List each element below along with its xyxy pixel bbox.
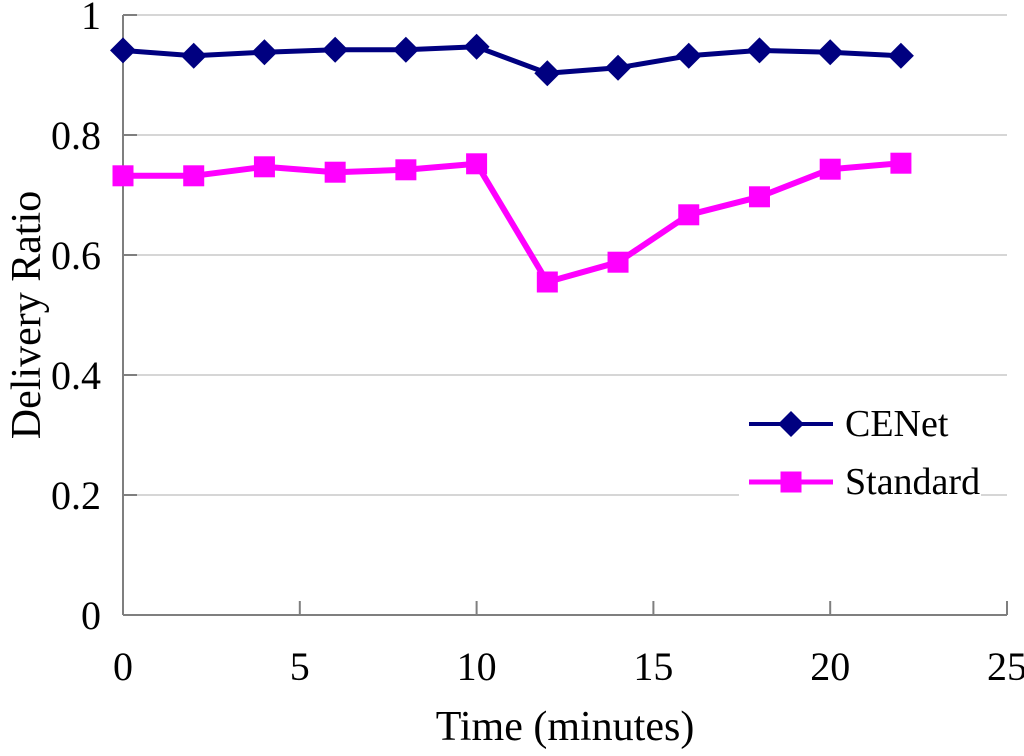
y-tick-label-0.2: 0.2 [51,473,101,518]
series-line-standard [123,160,902,285]
x-axis-title: Time (minutes) [435,704,695,750]
legend-item-standard: Standard [749,459,981,505]
legend-item-cenet: CENet [749,401,981,447]
legend-label-standard: Standard [845,461,981,503]
marker-standard-x12 [536,271,558,293]
x-tick-label-25: 25 [987,644,1024,689]
marker-standard-x2 [183,165,205,187]
marker-cenet-x16 [675,42,702,69]
x-tick-label-0: 0 [113,644,133,689]
marker-cenet-x14 [605,54,632,81]
y-tick-label-0.8: 0.8 [51,113,101,158]
marker-cenet-x2 [180,42,207,69]
y-tick-label-0: 0 [81,593,101,638]
marker-standard-x22 [890,152,912,174]
x-tick-label-10: 10 [457,644,497,689]
marker-cenet-x18 [746,37,773,64]
marker-cenet-x12 [534,60,561,87]
marker-cenet-x6 [322,36,349,63]
y-tick-label-0.4: 0.4 [51,353,101,398]
y-axis-title: Delivery Ratio [4,190,50,440]
marker-standard-x10 [466,153,488,175]
series-line-cenet [122,44,902,76]
marker-standard-x20 [819,158,841,180]
y-tick-label-1: 1 [81,0,101,38]
marker-standard-x16 [678,204,700,226]
x-tick-label-15: 15 [633,644,673,689]
cenet-line-diamond-icon [749,411,833,437]
legend: CENet Standard [739,397,981,519]
marker-standard-x4 [253,156,275,178]
marker-cenet-x20 [817,39,844,66]
marker-cenet-x8 [392,36,419,63]
marker-standard-x0 [112,165,134,187]
marker-standard-x14 [607,251,629,273]
x-tick-label-20: 20 [810,644,850,689]
y-tick-label-0.6: 0.6 [51,233,101,278]
marker-standard-x18 [748,186,770,208]
marker-standard-x6 [324,161,346,183]
marker-cenet-x0 [110,37,136,64]
legend-label-cenet: CENet [845,403,949,445]
marker-cenet-x22 [887,42,914,69]
marker-standard-x8 [395,159,417,181]
marker-cenet-x4 [251,39,278,66]
marker-cenet-x10 [463,33,490,60]
x-tick-label-5: 5 [290,644,310,689]
standard-line-square-icon [749,471,833,493]
